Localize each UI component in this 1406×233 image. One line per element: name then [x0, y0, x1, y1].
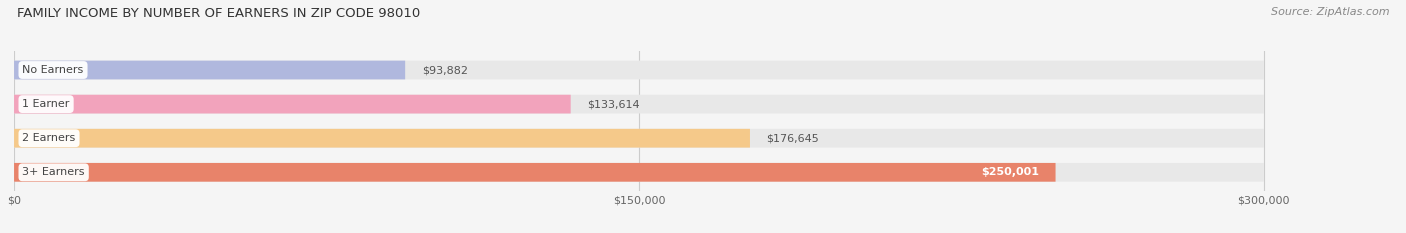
Text: FAMILY INCOME BY NUMBER OF EARNERS IN ZIP CODE 98010: FAMILY INCOME BY NUMBER OF EARNERS IN ZI…: [17, 7, 420, 20]
FancyBboxPatch shape: [14, 95, 1264, 113]
FancyBboxPatch shape: [14, 129, 1264, 147]
FancyBboxPatch shape: [14, 61, 405, 79]
Text: 2 Earners: 2 Earners: [22, 133, 76, 143]
Text: No Earners: No Earners: [22, 65, 83, 75]
FancyBboxPatch shape: [14, 129, 749, 147]
FancyBboxPatch shape: [14, 163, 1056, 182]
FancyBboxPatch shape: [14, 163, 1264, 182]
Text: 1 Earner: 1 Earner: [22, 99, 70, 109]
Text: 3+ Earners: 3+ Earners: [22, 167, 84, 177]
FancyBboxPatch shape: [14, 61, 1264, 79]
Text: $176,645: $176,645: [766, 133, 820, 143]
Text: $93,882: $93,882: [422, 65, 468, 75]
Text: Source: ZipAtlas.com: Source: ZipAtlas.com: [1271, 7, 1389, 17]
FancyBboxPatch shape: [14, 95, 571, 113]
Text: $250,001: $250,001: [981, 167, 1039, 177]
Text: $133,614: $133,614: [588, 99, 640, 109]
